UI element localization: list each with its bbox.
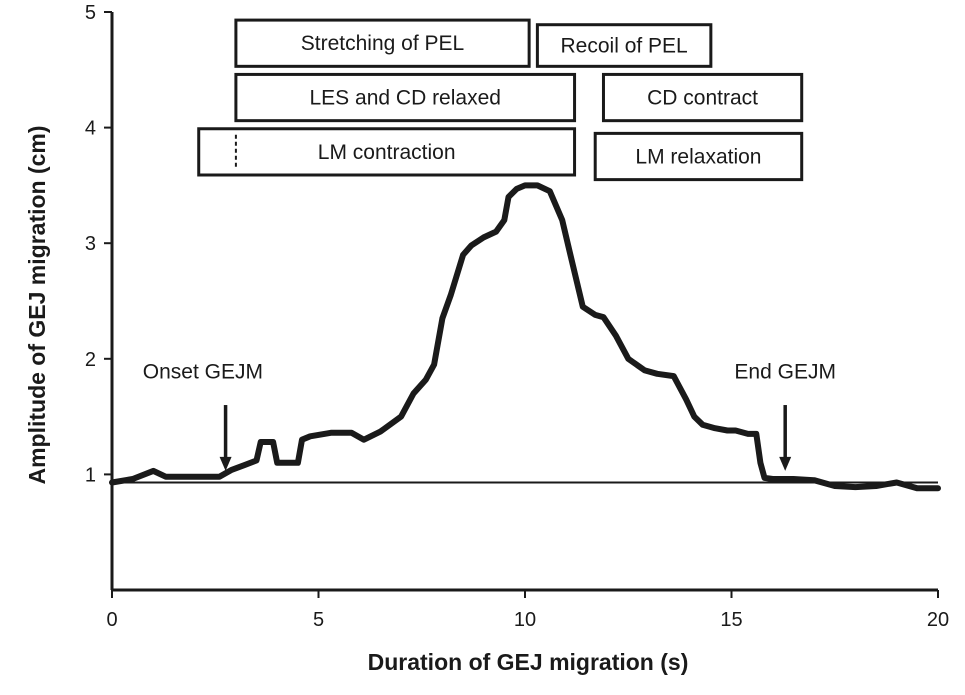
phase-box-label: LM contraction (318, 141, 456, 164)
phase-box: LM contraction (197, 127, 577, 177)
x-tick-label: 5 (313, 609, 324, 631)
phase-box: CD contract (601, 72, 804, 123)
y-axis-title: Amplitude of GEJ migration (cm) (24, 125, 50, 484)
x-tick-label: 10 (514, 609, 536, 631)
y-tick-label: 1 (85, 464, 96, 486)
phase-box-frame (601, 72, 804, 123)
phase-boxes: Stretching of PEL Recoil of PEL LES and CD… (197, 18, 804, 182)
phase-box: Recoil of PEL (535, 23, 713, 68)
x-tick-label: 20 (927, 609, 949, 631)
phase-box-frame (234, 72, 577, 123)
annotation-arrowhead (219, 456, 232, 471)
y-tick-label: 3 (85, 233, 96, 255)
x-tick-label: 15 (720, 609, 742, 631)
annotations: Onset GEJM End GEJM (143, 360, 836, 471)
x-axis-title: Duration of GEJ migration (s) (368, 649, 689, 675)
annotation-arrowhead (779, 456, 792, 471)
y-tick-label: 4 (85, 118, 96, 140)
phase-box-frame (535, 23, 713, 68)
series-line (109, 182, 941, 492)
axis-ticks: 0 5 10 15 20 1 2 3 4 5 (85, 2, 949, 631)
phase-box: LES and CD relaxed (234, 72, 577, 123)
annotation-label: End GEJM (734, 360, 836, 383)
phase-box-frame (234, 18, 531, 68)
phase-box-label: CD contract (647, 87, 758, 110)
phase-box: LM relaxation (593, 131, 804, 182)
plot-area: 0 5 10 15 20 1 2 3 4 5 Onset GEJM End GEJM Stretch… (85, 2, 949, 631)
phase-box-frame (197, 127, 577, 177)
phase-box-frame (593, 131, 804, 182)
y-tick-label: 5 (85, 2, 96, 24)
phase-box: Stretching of PEL (234, 18, 531, 68)
phase-box-label: Stretching of PEL (301, 32, 464, 55)
phase-box-label: LES and CD relaxed (310, 87, 501, 110)
phase-box-label: LM relaxation (635, 146, 761, 169)
y-tick-label: 2 (85, 349, 96, 371)
x-tick-label: 0 (106, 609, 117, 631)
phase-box-label: Recoil of PEL (561, 35, 688, 58)
annotation-label: Onset GEJM (143, 360, 263, 383)
